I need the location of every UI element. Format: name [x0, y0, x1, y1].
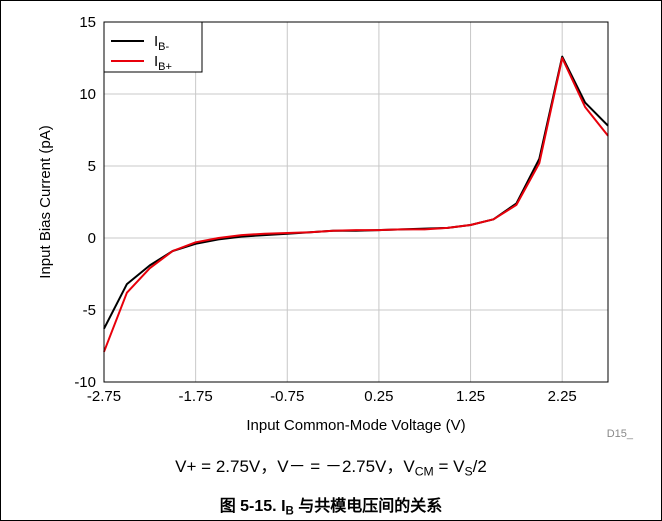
bias-current-chart: -2.75 -1.75 -0.75 0.25 1.25 2.25 15 10 5 0 -5 -10 I…	[37, 14, 634, 440]
footnote-text: V+ = 2.75V，V－ = －2.75V，VCM = VS/2	[175, 457, 487, 479]
x-tick-label: 1.25	[456, 388, 485, 405]
y-tick-label: 5	[88, 158, 96, 175]
x-tick-label: 0.25	[364, 388, 393, 405]
plot-border	[103, 21, 609, 383]
y-tick-label: 15	[79, 14, 96, 31]
grid	[103, 21, 608, 383]
y-tick-label: -10	[74, 374, 96, 391]
y-tick-label: -5	[83, 302, 96, 319]
y-tick-label: 0	[88, 230, 96, 247]
x-tick-label: -0.75	[270, 388, 304, 405]
legend-label: IB-	[154, 33, 170, 53]
caption-text: 图 5-15. IB 与共模电压间的关系	[219, 498, 443, 518]
tick-labels: -2.75 -1.75 -0.75 0.25 1.25 2.25 15 10 5 0 -5 -10	[74, 14, 576, 405]
figure-id-annotation: D15_	[607, 428, 634, 440]
y-axis-label: Input Bias Current (pA)	[37, 125, 54, 278]
x-tick-label: -2.75	[87, 388, 121, 405]
x-tick-label: 2.25	[548, 388, 577, 405]
figure-caption: 图 5-15. IB 与共模电压间的关系	[0, 492, 662, 517]
legend: IB-IB+	[103, 21, 203, 73]
x-tick-label: -1.75	[179, 388, 213, 405]
y-tick-label: 10	[79, 86, 96, 103]
test-conditions: V+ = 2.75V，V－ = －2.75V，VCM = VS/2	[0, 452, 662, 479]
legend-box	[103, 21, 203, 73]
x-axis-label: Input Common-Mode Voltage (V)	[246, 417, 465, 434]
series-line-ibminus	[103, 55, 609, 330]
series-layer	[103, 55, 609, 353]
legend-label: IB+	[154, 53, 172, 73]
series-line-ibplus	[103, 57, 609, 353]
